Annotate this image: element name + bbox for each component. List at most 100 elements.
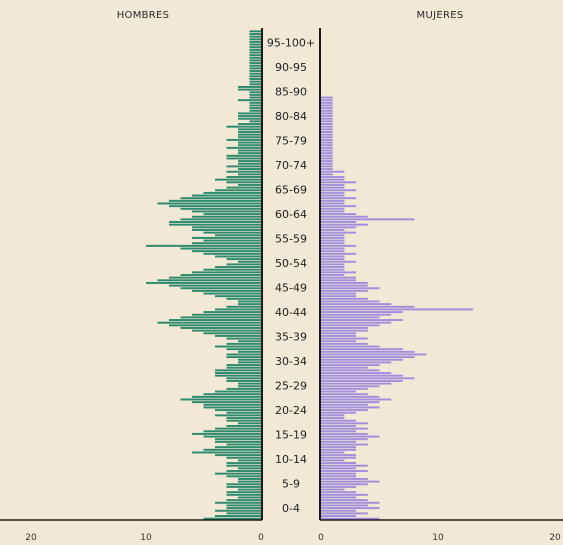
mujeres-bar-2 [321,512,368,515]
mujeres-bar-60 [321,358,403,361]
mujeres-bar-150 [321,120,333,123]
hombres-bar-25 [192,451,261,454]
hombres-bar-166 [249,78,261,80]
mujeres-bar-123 [321,191,345,194]
right-tick-10: 10 [432,533,444,543]
mujeres-bar-78 [321,311,403,314]
mujeres-bar-9 [321,493,368,496]
hombres-bar-43 [203,403,261,406]
age-label-95-100+: 95-100+ [267,36,315,49]
hombres-bar-2 [226,512,261,515]
mujeres-bar-59 [321,361,392,364]
right-tick-0: 0 [318,533,324,543]
mujeres-bar-130 [321,173,333,176]
hombres-bar-91 [169,276,261,279]
hombres-bar-52 [226,379,261,382]
hombres-bar-168 [249,72,261,75]
mujeres-bar-37 [321,419,357,422]
mujeres-bar-106 [321,236,345,239]
hombres-bar-70 [203,332,261,335]
hombres-bar-47 [203,393,261,396]
mujeres-bar-144 [321,136,333,139]
hombres-bar-49 [226,387,261,390]
hombres-bar-99 [215,255,261,258]
mujeres-bar-39 [321,414,345,417]
mujeres-bar-66 [321,342,368,345]
hombres-bar-90 [157,279,261,282]
mujeres-bar-89 [321,281,368,284]
mujeres-bar-25 [321,451,345,454]
mujeres-bar-82 [321,300,380,303]
hombres-bar-94 [203,268,261,271]
hombres-bar-77 [192,313,261,316]
hombres-bar-28 [226,443,261,446]
hombres-bars [146,30,261,520]
hombres-bar-79 [215,308,261,311]
hombres-bar-110 [192,226,261,229]
mujeres-bar-145 [321,133,333,136]
mujeres-bar-48 [321,390,357,393]
hombres-bar-89 [146,281,261,284]
mujeres-bar-8 [321,496,357,499]
hombres-bar-164 [249,83,261,86]
mujeres-bar-88 [321,284,368,287]
mujeres-bar-73 [321,324,380,327]
age-label-35-39: 35-39 [275,330,307,343]
mujeres-bar-90 [321,279,357,282]
hombres-bar-132 [238,168,261,171]
hombres-bar-156 [249,104,261,107]
mujeres-bar-28 [321,443,368,446]
mujeres-bar-125 [321,186,345,189]
hombres-bar-140 [226,146,261,149]
mujeres-bar-5 [321,504,368,507]
age-label-65-69: 65-69 [275,183,307,196]
hombres-bar-177 [249,48,261,51]
mujeres-bar-61 [321,356,415,359]
mujeres-bar-101 [321,250,345,253]
mujeres-bar-112 [321,221,357,223]
hombres-bar-53 [226,377,261,380]
hombres-bar-18 [226,470,261,472]
hombres-bar-46 [192,395,261,398]
hombres-bar-59 [238,361,261,364]
hombres-bar-145 [238,133,261,136]
hombres-bar-183 [249,33,261,35]
hombres-bar-21 [226,462,261,465]
hombres-bar-88 [169,284,261,287]
mujeres-bar-50 [321,385,380,388]
mujeres-bar-15 [321,477,368,480]
hombres-bar-137 [226,154,261,157]
age-label-45-49: 45-49 [275,281,307,294]
mujeres-bar-104 [321,242,345,245]
hombres-bar-106 [192,236,261,239]
hombres-bar-174 [249,56,261,59]
hombres-bar-61 [226,356,261,359]
mujeres-bar-14 [321,480,380,483]
hombres-bar-122 [192,194,261,197]
age-label-0-4: 0-4 [282,502,300,515]
mujeres-bar-26 [321,448,357,451]
mujeres-bar-32 [321,432,368,435]
hombres-bar-6 [215,501,261,504]
mujeres-bar-11 [321,488,345,491]
hombres-bar-143 [226,138,261,141]
hombres-bar-4 [226,507,261,510]
hombres-bar-64 [226,348,261,351]
age-label-50-54: 50-54 [275,257,307,270]
hombres-bar-112 [169,221,261,223]
mujeres-bar-79 [321,308,474,311]
mujeres-bar-155 [321,107,333,110]
mujeres-bar-7 [321,499,368,502]
hombres-header: HOMBRES [117,10,170,21]
hombres-bar-23 [226,456,261,459]
hombres-bar-13 [226,483,261,486]
age-label-80-84: 80-84 [275,110,307,123]
hombres-bar-10 [226,491,261,494]
age-label-20-24: 20-24 [275,404,307,417]
hombres-bar-3 [215,509,261,512]
hombres-bar-138 [238,152,261,155]
hombres-bar-78 [203,311,261,314]
hombres-bar-27 [215,446,261,449]
right-tick-20: 20 [549,533,561,543]
mujeres-bar-149 [321,123,333,125]
